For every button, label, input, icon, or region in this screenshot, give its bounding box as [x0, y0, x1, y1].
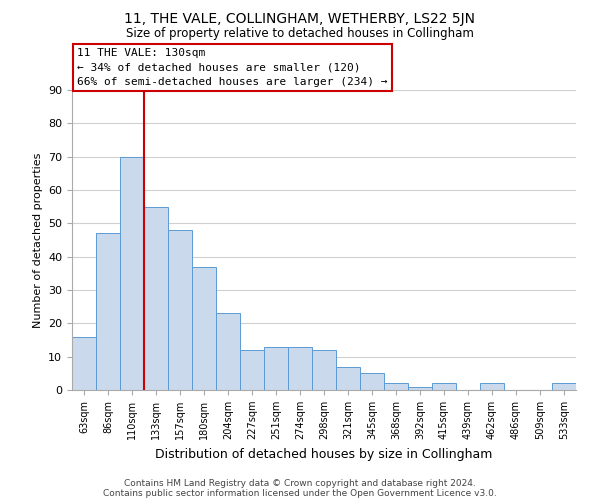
Bar: [264, 346, 288, 390]
Bar: [552, 384, 576, 390]
Bar: [360, 374, 384, 390]
Bar: [312, 350, 336, 390]
Bar: [216, 314, 240, 390]
Text: Size of property relative to detached houses in Collingham: Size of property relative to detached ho…: [126, 28, 474, 40]
Bar: [384, 384, 408, 390]
Bar: [96, 234, 120, 390]
Bar: [480, 384, 504, 390]
Bar: [192, 266, 216, 390]
Y-axis label: Number of detached properties: Number of detached properties: [32, 152, 43, 328]
Text: Contains public sector information licensed under the Open Government Licence v3: Contains public sector information licen…: [103, 488, 497, 498]
Bar: [72, 336, 96, 390]
X-axis label: Distribution of detached houses by size in Collingham: Distribution of detached houses by size …: [155, 448, 493, 460]
Bar: [288, 346, 312, 390]
Text: Contains HM Land Registry data © Crown copyright and database right 2024.: Contains HM Land Registry data © Crown c…: [124, 478, 476, 488]
Text: 11, THE VALE, COLLINGHAM, WETHERBY, LS22 5JN: 11, THE VALE, COLLINGHAM, WETHERBY, LS22…: [125, 12, 476, 26]
Bar: [240, 350, 264, 390]
Bar: [408, 386, 432, 390]
Text: 11 THE VALE: 130sqm
← 34% of detached houses are smaller (120)
66% of semi-detac: 11 THE VALE: 130sqm ← 34% of detached ho…: [77, 48, 388, 87]
Bar: [336, 366, 360, 390]
Bar: [432, 384, 456, 390]
Bar: [144, 206, 168, 390]
Bar: [168, 230, 192, 390]
Bar: [120, 156, 144, 390]
